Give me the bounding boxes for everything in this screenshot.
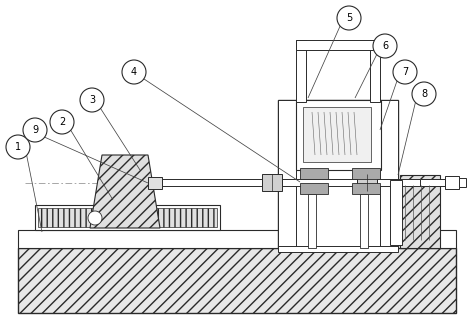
Bar bbox=[282, 179, 357, 186]
Text: 4: 4 bbox=[131, 67, 137, 77]
Bar bbox=[357, 174, 377, 191]
Bar bbox=[390, 180, 402, 245]
Bar bbox=[300, 168, 328, 179]
Bar bbox=[18, 248, 456, 313]
Circle shape bbox=[337, 6, 361, 30]
Bar bbox=[35, 205, 220, 230]
Bar bbox=[377, 179, 452, 186]
Bar bbox=[352, 183, 380, 194]
Bar bbox=[420, 179, 445, 186]
Bar bbox=[400, 175, 440, 248]
Polygon shape bbox=[90, 155, 160, 228]
Bar bbox=[162, 179, 262, 186]
Bar bbox=[308, 194, 316, 248]
Bar bbox=[278, 246, 398, 252]
Bar bbox=[18, 230, 456, 248]
Bar bbox=[380, 100, 398, 248]
Circle shape bbox=[122, 60, 146, 84]
Circle shape bbox=[23, 118, 47, 142]
Circle shape bbox=[80, 88, 104, 112]
Bar bbox=[370, 40, 380, 102]
Text: 7: 7 bbox=[402, 67, 408, 77]
Bar bbox=[38, 208, 217, 227]
Bar bbox=[459, 178, 466, 187]
Circle shape bbox=[373, 34, 397, 58]
Circle shape bbox=[88, 211, 102, 225]
Text: 6: 6 bbox=[382, 41, 388, 51]
Text: 8: 8 bbox=[421, 89, 427, 99]
Circle shape bbox=[50, 110, 74, 134]
Bar bbox=[296, 100, 381, 170]
Circle shape bbox=[412, 82, 436, 106]
Text: 3: 3 bbox=[89, 95, 95, 105]
Bar bbox=[148, 177, 162, 189]
Bar bbox=[303, 107, 371, 162]
Bar bbox=[278, 100, 296, 248]
Circle shape bbox=[6, 135, 30, 159]
Text: 1: 1 bbox=[15, 142, 21, 152]
Bar bbox=[278, 100, 398, 248]
Bar bbox=[262, 174, 282, 191]
Text: 5: 5 bbox=[346, 13, 352, 23]
Text: 2: 2 bbox=[59, 117, 65, 127]
Text: 9: 9 bbox=[32, 125, 38, 135]
Bar bbox=[300, 183, 328, 194]
Bar bbox=[360, 194, 368, 248]
Bar bbox=[296, 40, 306, 102]
Bar bbox=[445, 176, 459, 189]
Circle shape bbox=[393, 60, 417, 84]
Bar bbox=[296, 40, 380, 50]
Bar bbox=[352, 168, 380, 179]
